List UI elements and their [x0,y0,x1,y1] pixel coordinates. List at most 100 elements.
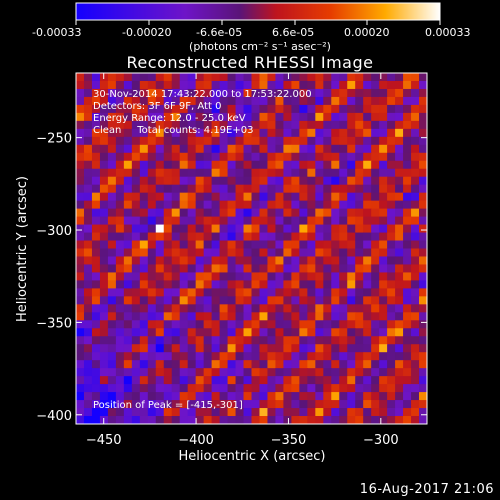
heatmap-cell [267,392,276,401]
heatmap-cell [139,400,149,409]
heatmap-cell [275,264,284,273]
heatmap-cell [251,152,260,162]
heatmap-cell [219,96,229,106]
colorbar-tick-5: 0.00033 [425,26,471,39]
heatmap-cell [299,176,308,186]
heatmap-cell [147,360,157,369]
heatmap-cell [339,152,348,162]
heatmap-cell [355,152,364,162]
heatmap-cell [291,344,300,353]
heatmap-cell [363,256,372,265]
heatmap-cell [315,104,324,114]
heatmap-cell [379,264,388,273]
heatmap-cell [76,200,85,210]
heatmap-cell [267,384,276,393]
colorbar-tick-2: -6.6e-05 [196,26,242,39]
heatmap-cell [259,240,268,249]
heatmap-cell [187,144,197,154]
heatmap-cell [187,216,197,226]
heatmap-cell [179,224,189,234]
heatmap-cell [291,336,300,345]
heatmap-cell [339,368,348,377]
heatmap-cell [387,336,396,345]
heatmap-cell [283,104,292,114]
heatmap-cell [259,232,268,242]
heatmap-cell [387,104,396,114]
heatmap-cell [211,392,221,401]
heatmap-cell [371,80,380,90]
heatmap-cell [147,160,157,170]
heatmap-cell [339,73,348,82]
heatmap-cell [307,408,316,417]
heatmap-cell [355,232,364,242]
heatmap-cell [179,248,189,257]
heatmap-cell [139,73,149,82]
heatmap-cell [419,256,428,265]
heatmap-cell [187,376,197,385]
heatmap-cell [283,232,292,242]
heatmap-cell [403,312,412,321]
heatmap-cell [387,160,396,170]
heatmap-cell [323,272,332,281]
heatmap-cell [115,384,125,393]
heatmap-cell [363,240,372,249]
heatmap-cell [243,80,252,90]
heatmap-cell [251,224,260,234]
heatmap-cell [387,248,396,257]
colorbar-tick-0: -0.00033 [32,26,81,39]
heatmap-cell [259,248,268,257]
heatmap-cell [315,336,324,345]
colorbar-gradient [75,2,441,21]
heatmap-cell [235,408,245,417]
heatmap-cell [83,120,93,130]
heatmap-cell [339,88,348,98]
heatmap-cell [139,144,149,154]
heatmap-cell [419,208,428,218]
heatmap-cell [163,256,173,265]
heatmap-cell [123,376,133,385]
heatmap-cell [283,384,292,393]
heatmap-cell [147,232,157,242]
colorbar-tick-3: 6.6e-05 [272,26,314,39]
heatmap-cell [283,360,292,369]
heatmap-cell [171,176,181,186]
heatmap-cell [371,272,380,281]
heatmap-cell [355,73,364,82]
heatmap-cell [171,73,181,82]
heatmap-cell [99,80,109,90]
heatmap-cell [251,168,260,178]
heatmap-cell [411,184,420,194]
heatmap-cell [275,256,284,265]
heatmap-cell [227,192,237,202]
heatmap-cell [219,144,229,154]
heatmap-cell [155,328,165,337]
heatmap-cell [203,192,213,202]
heatmap-cell [347,336,356,345]
heatmap-cell [275,320,284,329]
heatmap-cell [115,192,125,202]
heatmap-cell [323,384,332,393]
heatmap-cell [347,256,356,265]
heatmap-cell [339,344,348,353]
heatmap-cell [163,208,173,218]
heatmap-cell [395,80,404,90]
heatmap-cell [363,128,372,138]
heatmap-cell [275,160,284,170]
heatmap-cell [395,192,404,202]
heatmap-cell [363,360,372,369]
heatmap-cell [227,376,237,385]
heatmap-cell [243,120,252,130]
heatmap-cell [83,80,93,90]
heatmap-cell [243,232,252,242]
heatmap-cell [395,288,404,297]
heatmap-cell [131,264,141,273]
heatmap-cell [411,256,420,265]
heatmap-cell [91,168,101,178]
heatmap-cell [347,128,356,138]
heatmap-cell [275,96,284,106]
heatmap-cell [139,240,149,249]
heatmap-cell [411,304,420,313]
heatmap-cell [395,96,404,106]
heatmap-cell [243,248,252,257]
heatmap-cell [91,73,101,82]
